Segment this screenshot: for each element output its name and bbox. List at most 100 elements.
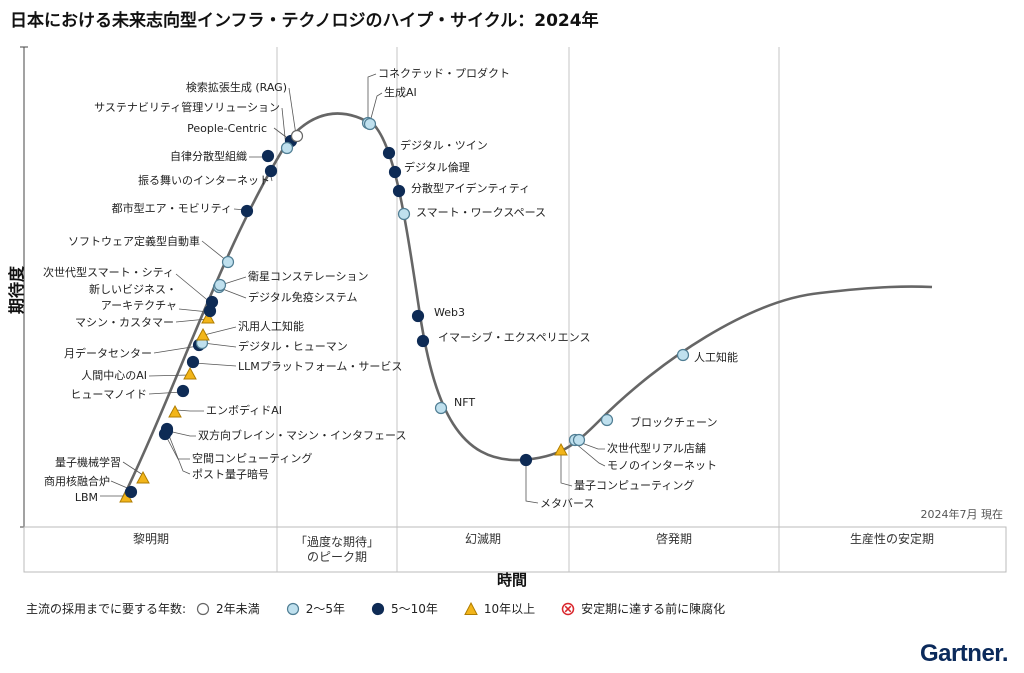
label-leader-line — [148, 374, 190, 377]
technology-marker — [183, 366, 197, 380]
technology-label: 人間中心のAI — [81, 369, 147, 382]
technology-marker — [388, 165, 402, 179]
chart-title: 日本における未来志向型インフラ・テクノロジのハイプ・サイクル：2024年 — [10, 11, 599, 31]
technology-label: 人工知能 — [694, 350, 738, 364]
technology-label: デジタル・ヒューマン — [238, 339, 348, 353]
legend-label: 2年未満 — [216, 602, 260, 616]
technology-marker — [261, 149, 275, 163]
red-cross-circle-icon — [561, 602, 575, 615]
label-leader-line — [175, 318, 208, 323]
technology-label: デジタル・ツイン — [400, 138, 488, 152]
legend-item-5-to-10: 5～10年 — [371, 600, 438, 617]
label-leader-line — [367, 73, 377, 121]
label-leader-line — [288, 87, 297, 136]
technology-label: 新しいビジネス・アーキテクチャ — [89, 282, 177, 312]
technology-marker — [434, 401, 448, 415]
legend-label: 2～5年 — [305, 602, 345, 616]
label-leader-line — [165, 435, 190, 460]
technology-label: デジタル倫理 — [404, 160, 470, 174]
technology-marker — [196, 327, 210, 341]
chart-frame — [20, 46, 1007, 573]
technology-label: 衛星コンステレーション — [248, 270, 369, 283]
technology-marker — [676, 348, 690, 362]
yellow-triangle-icon — [464, 601, 478, 615]
technology-label: 振る舞いのインターネット — [138, 173, 270, 187]
technology-marker — [290, 129, 304, 143]
technology-marker — [411, 309, 425, 323]
technology-marker — [554, 442, 568, 456]
technology-label: 量子機械学習 — [55, 455, 121, 469]
technology-label: コネクテッド・プロダクト — [378, 66, 510, 80]
label-leader-line — [201, 240, 228, 262]
technology-label: 空間コンピューティング — [192, 451, 312, 465]
technology-marker — [136, 470, 150, 484]
phase-label: 啓発期 — [656, 531, 692, 546]
technology-marker — [213, 278, 227, 292]
technology-marker — [397, 207, 411, 221]
technology-label: 次世代型リアル店舗 — [607, 441, 706, 455]
technology-label: イマーシブ・エクスペリエンス — [438, 330, 590, 344]
technology-label: デジタル免疫システム — [248, 290, 357, 304]
phase-label: 幻滅期 — [465, 532, 501, 546]
label-leader-line — [167, 430, 196, 437]
technology-marker — [600, 413, 614, 427]
technology-marker — [201, 310, 215, 324]
technology-marker — [264, 164, 278, 178]
technology-label: スマート・ワークスペース — [416, 206, 546, 219]
hype-curve — [120, 112, 933, 501]
label-leader-line — [560, 453, 573, 487]
label-leader-line — [153, 345, 199, 354]
label-leader-line — [525, 462, 539, 504]
technology-label: エンボディドAI — [206, 403, 282, 417]
technology-label: ヒューマノイド — [70, 388, 147, 401]
legend-item-less-than-2: 2年未満 — [196, 600, 260, 617]
technology-label: 検索拡張生成 (RAG) — [186, 80, 287, 94]
phase-labels: 黎明期 「過度な期待」のピーク期 幻滅期 啓発期 生産性の安定期 — [133, 531, 934, 564]
technology-label: 生成AI — [384, 85, 417, 99]
technology-marker — [519, 453, 533, 467]
technology-label: サステナビリティ管理ソリューション — [94, 100, 280, 114]
technology-label: People-Centric — [187, 122, 267, 135]
gartner-logo: Gartner. — [919, 640, 1009, 667]
label-leader-line — [175, 273, 212, 304]
technology-marker — [392, 184, 406, 198]
technology-label: 都市型エア・モビリティ — [112, 201, 232, 215]
legend: 主流の採用までに要する年数: 2年未満 2～5年 5～10年 10年以上 安定期… — [26, 600, 751, 617]
legend-title: 主流の採用までに要する年数: — [26, 602, 187, 616]
label-leader-line — [369, 92, 383, 123]
technology-label: LLMプラットフォーム・サービス — [238, 360, 402, 373]
label-leader-line — [203, 326, 237, 336]
label-leader-line — [202, 342, 237, 348]
x-axis-label: 時間 — [497, 571, 527, 589]
technology-label: 月データセンター — [64, 346, 152, 360]
technology-marker — [160, 422, 174, 436]
technology-label: 自律分散型組織 — [170, 149, 247, 163]
dark-navy-circle-icon — [371, 602, 385, 615]
technology-label: ソフトウェア定義型自動車 — [68, 234, 200, 248]
label-leader-line — [574, 442, 606, 467]
technology-marker — [240, 204, 254, 218]
as-of-date: 2024年7月 現在 — [921, 507, 1004, 521]
technology-label: メタバース — [540, 497, 594, 510]
technology-marker — [221, 255, 235, 269]
legend-label: 10年以上 — [483, 602, 536, 616]
legend-item-obsolete: 安定期に達する前に陳腐化 — [561, 600, 725, 617]
label-leader-line — [167, 432, 191, 475]
technology-marker — [124, 485, 138, 499]
technology-label: 分散型アイデンティティ — [411, 181, 530, 195]
technology-label: ブロックチェーン — [630, 415, 717, 429]
technology-label: 量子コンピューティング — [574, 478, 694, 492]
legend-item-2-to-5: 2～5年 — [286, 600, 345, 617]
label-leader-line — [122, 461, 144, 476]
phase-label: 黎明期 — [133, 532, 169, 546]
technology-label: 次世代型スマート・シティ — [43, 265, 174, 279]
technology-label: 商用核融合炉 — [44, 474, 110, 488]
technology-marker — [363, 117, 377, 131]
technology-label: NFT — [454, 396, 475, 409]
technology-label: 汎用人工知能 — [238, 319, 304, 333]
technology-marker — [416, 334, 430, 348]
technology-label: ポスト量子暗号 — [192, 467, 269, 481]
y-axis-label: 期待度 — [7, 265, 26, 314]
technology-label: 双方向ブレイン・マシン・インタフェース — [198, 428, 406, 442]
